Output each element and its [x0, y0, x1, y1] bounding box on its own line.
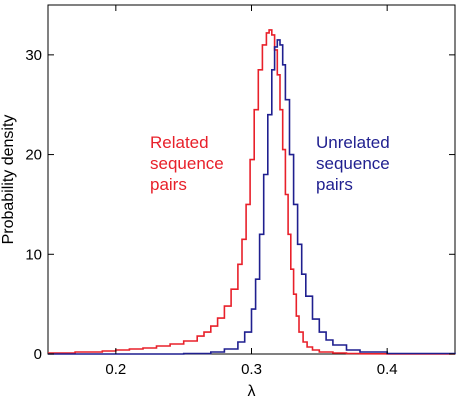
annotations-group: Related sequence pairs Unrelated sequence pai…	[150, 133, 390, 194]
annotation-line: Unrelated	[316, 133, 390, 152]
annotation-line: sequence	[316, 154, 390, 173]
annotation-related: Related sequence pairs	[150, 133, 224, 194]
annotation-unrelated: Unrelated sequence pairs	[316, 133, 390, 194]
plot-frame	[47, 4, 456, 355]
annotation-line: Related	[150, 133, 209, 152]
ticks-group: 0.2 0.3 0.4 0 10 20 30	[25, 5, 455, 378]
x-tick-label: 0.2	[105, 361, 126, 378]
series-group	[48, 29, 456, 355]
annotation-line: sequence	[150, 154, 224, 173]
y-axis-title: Probability density	[0, 115, 17, 245]
x-axis-title: λ	[248, 383, 256, 400]
x-tick-label: 0.3	[241, 361, 262, 378]
y-tick-label: 10	[25, 246, 42, 263]
series-line-related	[48, 29, 455, 355]
y-tick-label: 0	[34, 346, 42, 363]
y-tick-label: 20	[25, 147, 42, 164]
annotation-line: pairs	[316, 175, 353, 194]
y-tick-label: 30	[25, 47, 42, 64]
x-tick-label: 0.4	[377, 361, 398, 378]
series-line-unrelated	[48, 39, 456, 355]
annotation-line: pairs	[150, 175, 187, 194]
plot-border	[47, 4, 456, 355]
